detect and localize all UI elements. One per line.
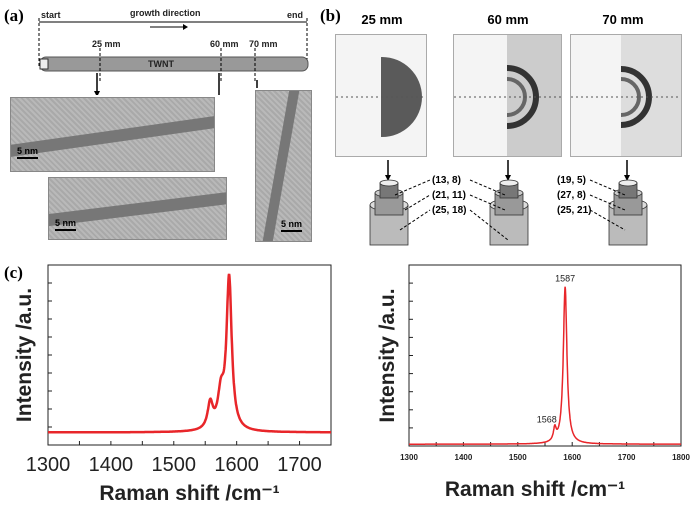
end-label: end — [287, 10, 304, 20]
nanotube-cylinders — [369, 179, 648, 246]
x-tick-label: 1300 — [400, 453, 418, 462]
chirality-25-21: (25, 21) — [557, 205, 592, 216]
raman-spectrum-right: 1300 1400 1500 1600 1700 1800 Raman shift /cm⁻… — [376, 264, 690, 501]
x-tick-label: 1400 — [455, 453, 473, 462]
diffraction-pattern-60mm — [453, 34, 562, 157]
spectrum-line — [48, 273, 331, 434]
chirality-27-8: (27, 8) — [557, 190, 586, 201]
peak-label-1568: 1568 — [537, 414, 557, 424]
tube-label: TWNT — [148, 59, 174, 69]
tube-schematic — [38, 18, 309, 95]
panel-a-label: (a) — [4, 6, 24, 25]
growth-direction-label: growth direction — [130, 8, 201, 18]
scale-bar: 5 nm — [281, 219, 303, 232]
position-25mm: 25 mm — [92, 39, 121, 49]
twnt-tube — [39, 56, 309, 72]
start-label: start — [41, 10, 61, 20]
diffraction-pattern-70mm — [570, 34, 682, 157]
spectrum-line — [409, 286, 681, 445]
tem-image-70mm: 5 nm — [255, 90, 312, 242]
raman-spectrum-left: 1300 1400 1500 1600 1700 Raman shift /cm⁻¹ Int… — [13, 264, 332, 505]
x-tick-label: 1600 — [563, 453, 581, 462]
y-axis-label: Intensity /a.u. — [13, 288, 36, 422]
y-axis-label: Intensity /a.u. — [376, 288, 399, 422]
chirality-schematic — [369, 160, 648, 246]
chirality-21-11: (21, 11) — [432, 190, 466, 201]
pattern-title-60mm: 60 mm — [487, 12, 529, 27]
tem-image-60mm: 5 nm — [48, 177, 227, 240]
position-70mm: 70 mm — [249, 39, 278, 49]
scale-bar: 5 nm — [55, 218, 77, 231]
peak-label-1587: 1587 — [555, 274, 575, 284]
x-tick-label: 1400 — [89, 454, 134, 476]
x-tick-label: 1700 — [618, 453, 636, 462]
diffraction-pattern-25mm — [335, 34, 427, 157]
tem-image-25mm: 5 nm — [10, 97, 215, 172]
chirality-25-18: (25, 18) — [432, 205, 467, 216]
plot-frame — [47, 264, 332, 446]
x-tick-label: 1600 — [214, 454, 259, 476]
x-tick-label: 1800 — [672, 453, 690, 462]
x-tick-label: 1300 — [26, 454, 71, 476]
chirality-13-8: (13, 8) — [432, 175, 461, 186]
x-axis-label: Raman shift /cm⁻¹ — [99, 482, 279, 505]
pattern-title-25mm: 25 mm — [361, 12, 403, 27]
scale-bar: 5 nm — [17, 146, 39, 159]
x-axis-label: Raman shift /cm⁻¹ — [445, 478, 625, 501]
x-tick-label: 1700 — [277, 454, 322, 476]
x-tick-label: 1500 — [509, 453, 527, 462]
panel-b-label: (b) — [320, 6, 341, 25]
position-60mm: 60 mm — [210, 39, 239, 49]
chirality-19-5: (19, 5) — [557, 175, 586, 186]
x-tick-label: 1500 — [152, 454, 197, 476]
panel-c-label: (c) — [4, 263, 23, 282]
pattern-title-70mm: 70 mm — [602, 12, 644, 27]
